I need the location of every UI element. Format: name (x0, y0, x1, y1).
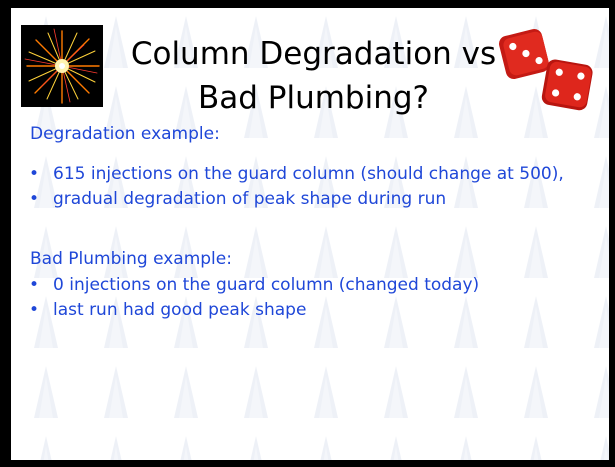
red-dice-image (499, 29, 593, 111)
slide-title: Column Degradation vs Bad Plumbing? (111, 32, 516, 120)
title-line-2: Bad Plumbing? (197, 80, 430, 116)
list-item: • 0 injections on the guard column (chang… (11, 273, 479, 298)
bullet-icon: • (29, 164, 40, 184)
bad-plumbing-heading: Bad Plumbing example: (30, 249, 232, 269)
degradation-heading: Degradation example: (30, 124, 220, 144)
fireworks-image (21, 25, 103, 107)
bullet-icon: • (29, 275, 40, 295)
bullet-icon: • (29, 300, 40, 320)
slide: Column Degradation vs Bad Plumbing? Degr… (11, 8, 609, 460)
background-watermark-pattern (11, 8, 609, 460)
title-line-1: Column Degradation vs (130, 36, 497, 72)
bad-plumbing-bullet-list: • 0 injections on the guard column (chang… (11, 273, 479, 323)
list-item: • gradual degradation of peak shape durin… (11, 187, 564, 212)
bullet-icon: • (29, 189, 40, 209)
list-item: • last run had good peak shape (11, 298, 479, 323)
list-item: • 615 injections on the guard column (sho… (11, 162, 564, 187)
degradation-bullet-list: • 615 injections on the guard column (sho… (11, 162, 564, 212)
